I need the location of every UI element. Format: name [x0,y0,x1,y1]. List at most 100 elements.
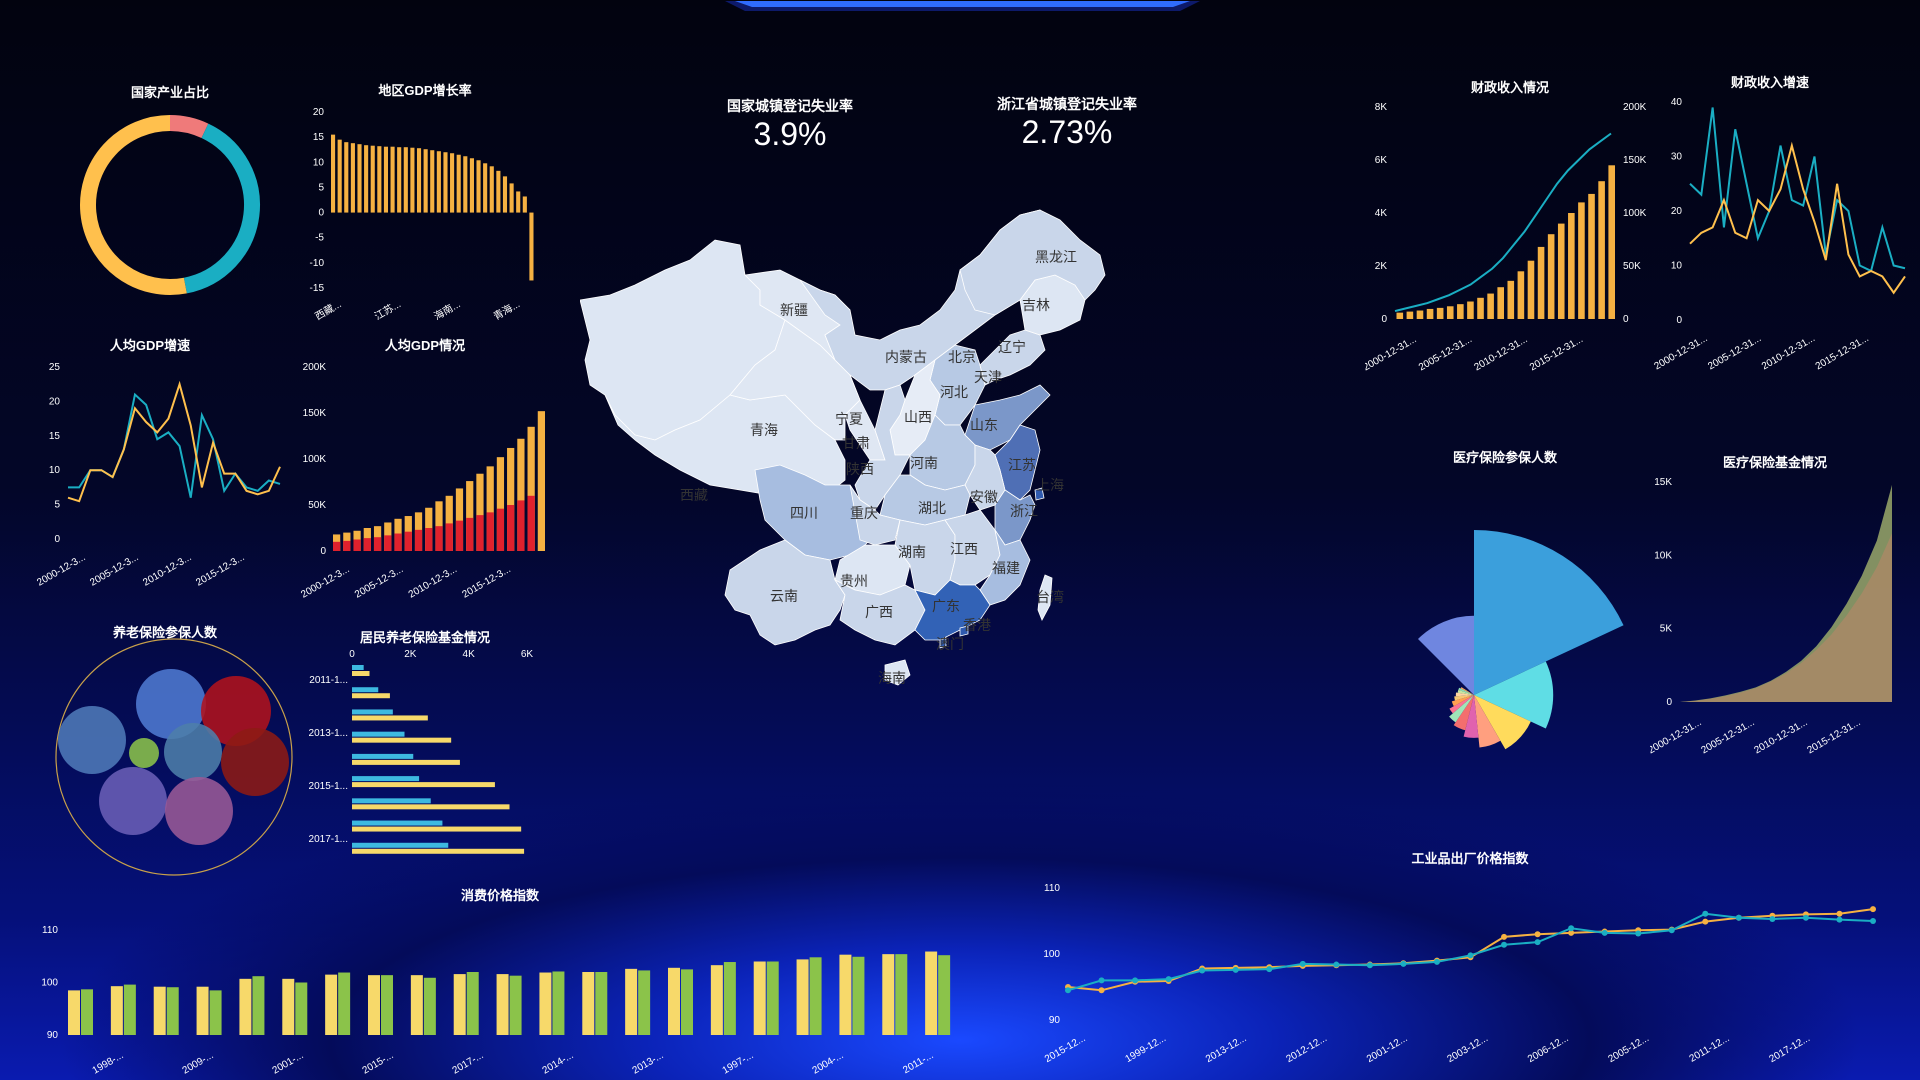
x-tick-label: 2005-12-31... [1417,334,1474,373]
bar [466,481,474,551]
province-label: 重庆 [850,505,878,521]
bar [352,842,449,848]
x-tick-label: 西藏... [313,298,344,323]
bar [1416,310,1424,319]
bar [352,715,428,721]
y-tick-label: 2017-1... [309,834,348,845]
bar [350,143,355,213]
bubble [165,777,233,845]
donut-slice [183,123,260,294]
y-tick-label: 2011-1... [309,675,348,686]
ppi-point [1534,939,1541,946]
bar [1436,307,1444,319]
y-tick-label: 5 [318,182,324,193]
ppi-point [1366,962,1373,969]
bar [796,959,809,1035]
industry-share-panel: 国家产业占比 [60,80,280,310]
bar [397,147,402,213]
y-tick-label-right: 50K [1623,261,1641,272]
y-tick-label-right: 100K [1623,208,1647,219]
kpi-label-national-unemployment: 国家城镇登记失业率 [727,98,853,114]
x-tick-label: 2013-12... [1204,1033,1249,1065]
medical-fund-title: 医疗保险基金情况 [1722,455,1827,470]
bar [552,971,565,1035]
bar [453,974,466,1035]
bar [363,538,371,551]
x-tick-label: 江苏... [372,297,403,322]
bar [1426,308,1434,319]
x-tick-label: 2014-... [541,1050,576,1076]
y-tick-label: 90 [47,1030,59,1041]
bar [352,665,364,670]
x-tick-label: 2000-12-31... [1652,333,1709,372]
x-tick-label: 2015-12-31... [1805,717,1862,756]
x-tick-label: 2005-12-3... [353,564,405,600]
bar [295,982,308,1035]
bar [527,426,535,551]
y-tick-label-left: 0 [1381,314,1387,325]
x-tick-label: 0 [349,649,355,660]
ppi-point [1870,918,1876,924]
bar [352,848,525,854]
province-label: 西藏 [680,487,708,503]
bar [456,154,461,213]
bar [430,150,435,213]
rose-slice [1453,695,1474,731]
ppi-point [1836,916,1843,923]
x-tick-label: 4K [463,649,476,660]
bar [1588,193,1595,319]
y-tick-label-left: 6K [1375,155,1388,166]
x-tick-label: 2000-12-31... [1365,334,1419,373]
medical-insured-title: 医疗保险参保人数 [1452,450,1557,465]
bar [1487,293,1494,319]
x-tick-label: 2006-12... [1526,1033,1571,1065]
province-25 [724,539,846,646]
bar [529,212,534,281]
bar [368,975,380,1035]
rose-slice [1463,695,1479,738]
y-tick-label: 15 [49,431,61,442]
bar [517,500,525,551]
bar [476,473,484,551]
ppi-point [1769,916,1776,923]
bubble [99,767,167,835]
rose-slice [1474,661,1554,729]
bar [68,990,80,1035]
y-tick-label: 50K [308,500,326,511]
bar [1578,202,1585,319]
bar [352,671,370,676]
rose-slice [1451,695,1474,707]
ppi-point [1199,967,1206,974]
bar [486,512,494,551]
bar [239,978,252,1035]
ppi-series-line [1067,912,1874,992]
ppi-point [1467,952,1474,959]
province-label: 内蒙古 [885,349,927,365]
y-tick-label-left: 4K [1375,208,1388,219]
bar [489,166,494,213]
ppi-point [1065,987,1071,994]
rose-slice [1417,615,1474,695]
bar [483,163,488,213]
province-14 [1034,487,1045,501]
bar [337,139,342,213]
bar [496,170,501,213]
province-label: 宁夏 [835,411,863,427]
bar [364,145,369,213]
province-label: 河南 [910,455,938,471]
x-tick-label: 1998-... [91,1050,126,1076]
bar [282,978,295,1035]
x-tick-label: 2003-12... [1445,1033,1490,1065]
province-label: 台湾 [1036,589,1064,605]
province-label: 云南 [770,588,798,604]
x-tick-label: 2005-12-31... [1706,333,1763,372]
x-tick-label: 2011-12... [1688,1033,1732,1065]
y-tick-label-left: 8K [1375,102,1388,113]
rose-slice [1449,695,1474,723]
province-label: 安徽 [970,489,998,505]
bar [476,160,481,213]
x-tick-label: 2000-12-3... [35,552,87,588]
bar [384,535,392,551]
ppi-point [1668,927,1675,934]
